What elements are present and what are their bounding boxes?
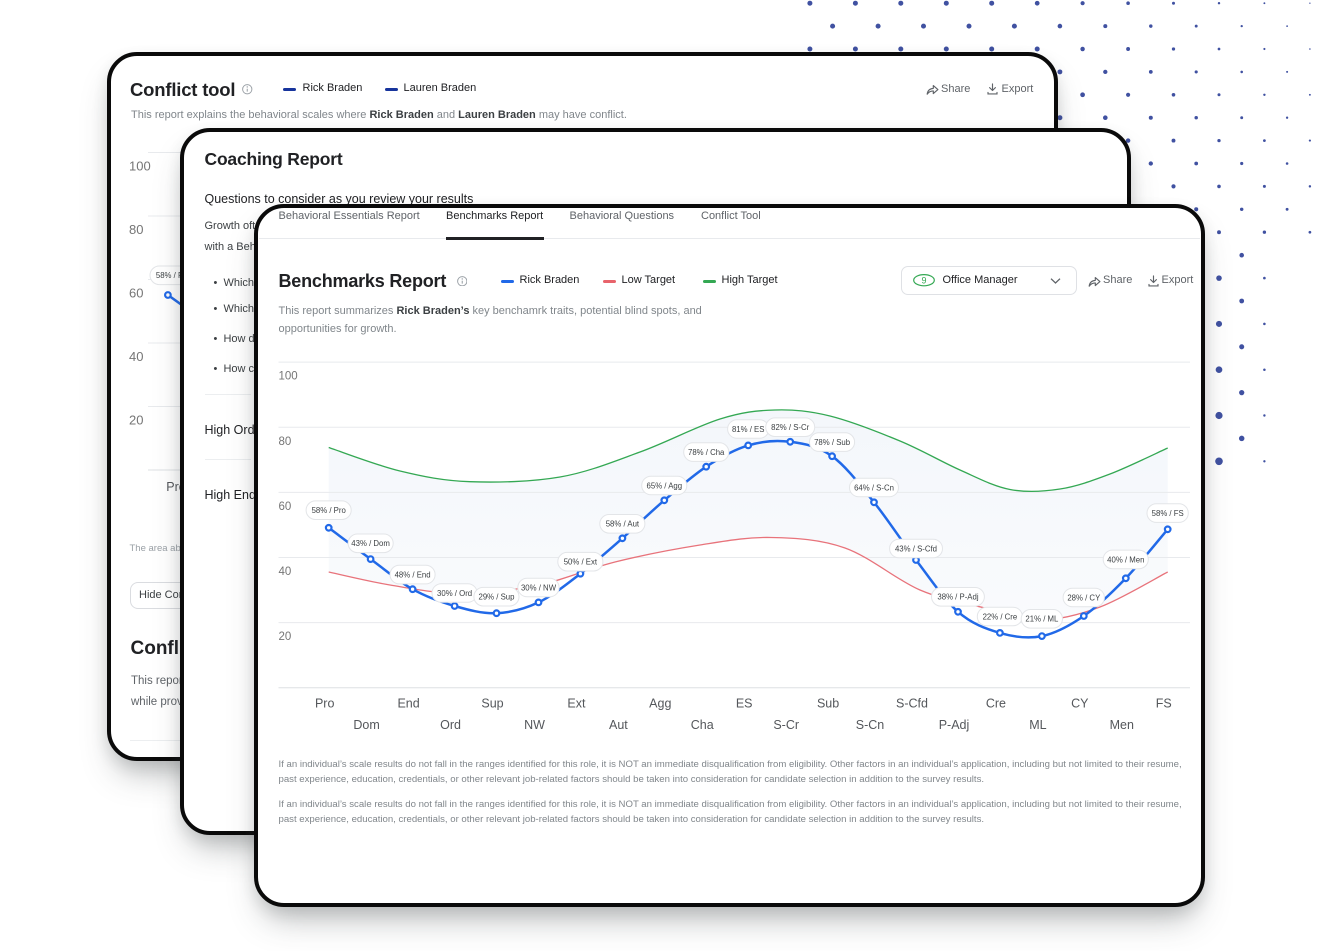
svg-text:38% / P-Adj: 38% / P-Adj xyxy=(937,593,978,602)
svg-text:Sup: Sup xyxy=(481,697,503,711)
svg-text:21% / ML: 21% / ML xyxy=(1025,615,1059,624)
svg-text:End: End xyxy=(397,697,419,711)
svg-text:58% / Aut: 58% / Aut xyxy=(606,520,640,529)
svg-text:65% / Agg: 65% / Agg xyxy=(647,481,683,490)
svg-text:82% / S-Cr: 82% / S-Cr xyxy=(771,423,810,432)
svg-text:Pro: Pro xyxy=(315,697,335,711)
svg-text:100: 100 xyxy=(279,371,298,383)
svg-text:28% / CY: 28% / CY xyxy=(1067,593,1101,602)
svg-text:60: 60 xyxy=(279,501,292,513)
svg-text:43% / S-Cfd: 43% / S-Cfd xyxy=(895,544,937,553)
svg-text:P-Adj: P-Adj xyxy=(939,718,970,732)
svg-text:NW: NW xyxy=(524,718,545,732)
svg-text:Cha: Cha xyxy=(691,718,714,732)
svg-text:29% / Sup: 29% / Sup xyxy=(479,593,516,602)
svg-text:50% / Ext: 50% / Ext xyxy=(564,558,598,567)
svg-text:78% / Cha: 78% / Cha xyxy=(688,448,725,457)
svg-text:FS: FS xyxy=(1156,697,1172,711)
svg-text:Dom: Dom xyxy=(353,718,379,732)
svg-text:58% / Pro: 58% / Pro xyxy=(312,506,347,515)
svg-text:CY: CY xyxy=(1071,697,1089,711)
svg-text:78% / Sub: 78% / Sub xyxy=(814,438,851,447)
svg-text:40: 40 xyxy=(279,566,292,578)
svg-text:30% / Ord: 30% / Ord xyxy=(437,589,472,598)
svg-text:30% / NW: 30% / NW xyxy=(521,583,557,592)
svg-text:Cre: Cre xyxy=(986,697,1006,711)
svg-text:48% / End: 48% / End xyxy=(395,571,431,580)
svg-text:S-Cn: S-Cn xyxy=(856,718,885,732)
svg-text:9: 9 xyxy=(921,276,926,286)
svg-text:Aut: Aut xyxy=(609,718,628,732)
svg-text:22% / Cre: 22% / Cre xyxy=(983,612,1018,621)
svg-text:20: 20 xyxy=(279,631,292,643)
svg-text:Ord: Ord xyxy=(440,718,461,732)
svg-text:Agg: Agg xyxy=(649,697,671,711)
svg-text:ES: ES xyxy=(736,697,753,711)
svg-text:80: 80 xyxy=(279,436,292,448)
svg-text:81% / ES: 81% / ES xyxy=(732,425,765,434)
svg-text:S-Cfd: S-Cfd xyxy=(896,697,928,711)
svg-text:40% / Men: 40% / Men xyxy=(1107,555,1144,564)
svg-text:64% / S-Cn: 64% / S-Cn xyxy=(854,483,894,492)
svg-text:Sub: Sub xyxy=(817,697,839,711)
svg-text:Ext: Ext xyxy=(567,697,586,711)
svg-text:S-Cr: S-Cr xyxy=(773,718,799,732)
svg-text:43% / Dom: 43% / Dom xyxy=(351,539,390,548)
svg-text:Men: Men xyxy=(1110,718,1134,732)
svg-text:ML: ML xyxy=(1029,718,1046,732)
svg-text:58% / FS: 58% / FS xyxy=(1152,509,1184,518)
